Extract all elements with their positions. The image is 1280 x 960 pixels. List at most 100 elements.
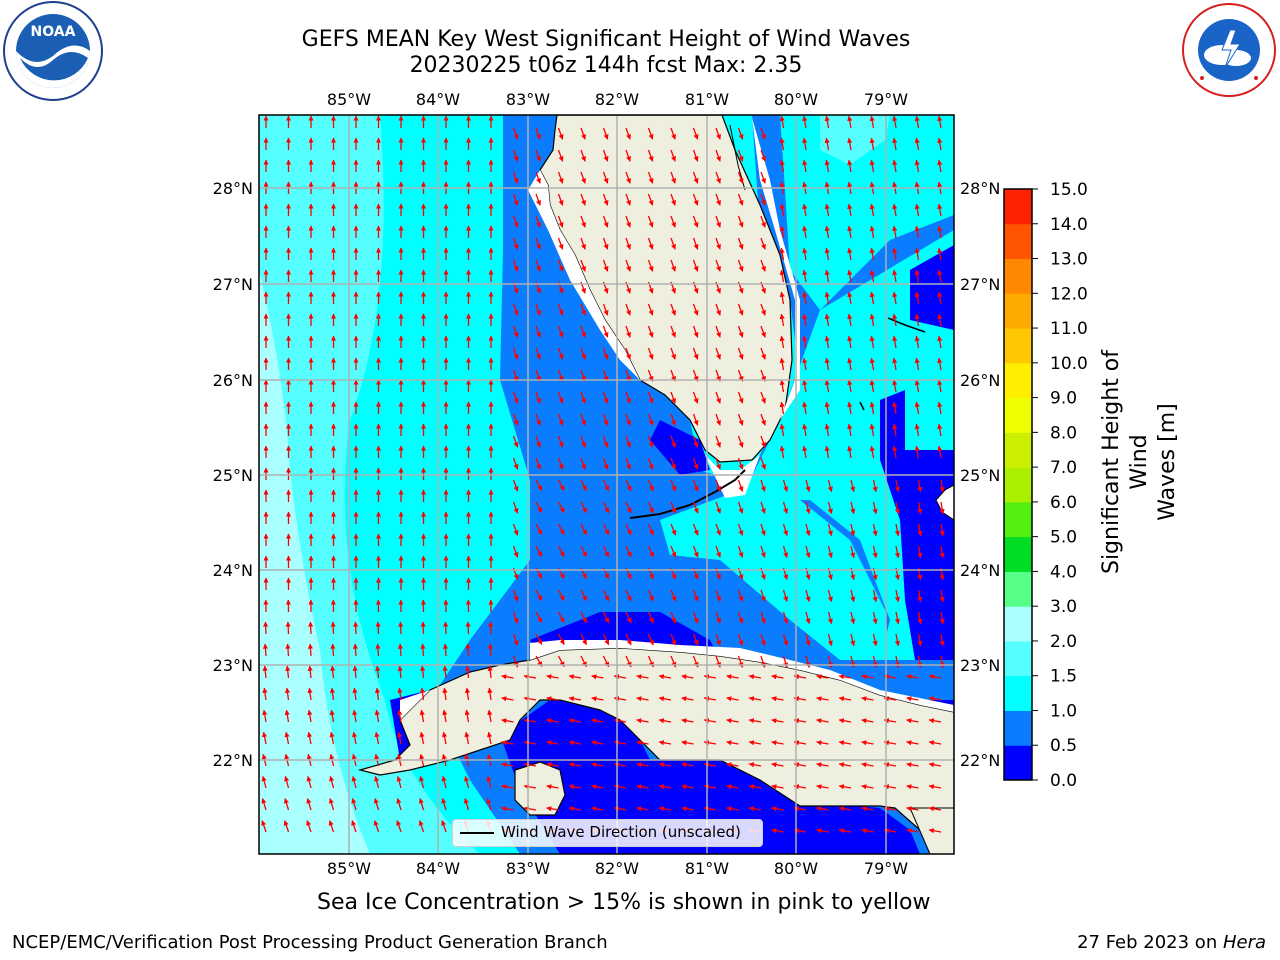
wave-direction-arrow [892,379,898,393]
wave-direction-arrow [824,137,830,151]
wave-direction-arrow [580,479,588,492]
wave-direction-arrow [670,633,677,646]
wave-direction-arrow [802,203,808,217]
wave-direction-arrow [308,621,314,635]
wave-direction-arrow [285,643,291,657]
wave-direction-arrow [760,545,766,558]
wave-direction-arrow [307,665,313,679]
wave-direction-arrow [441,775,447,789]
wave-direction-arrow [625,391,631,404]
wave-direction-arrow [939,611,945,625]
wave-direction-arrow [670,259,676,272]
colorbar-tick-label: 5.0 [1050,528,1077,548]
wave-direction-arrow [827,545,833,559]
wave-direction-arrow [420,665,426,679]
wave-direction-arrow [397,665,403,679]
wave-direction-arrow [591,718,604,724]
wave-direction-arrow [928,828,942,834]
wave-direction-arrow [535,347,541,360]
wave-direction-arrow [670,215,676,228]
wave-direction-arrow [703,696,717,702]
wave-direction-arrow [658,696,672,702]
colorbar-tick-label: 4.0 [1050,562,1077,582]
wave-direction-arrow [535,413,541,426]
wave-direction-arrow [512,259,519,272]
wave-direction-arrow [906,674,919,680]
wave-direction-arrow [568,674,582,680]
wave-direction-arrow [512,633,519,646]
wave-direction-arrow [726,762,739,768]
wave-direction-arrow [906,784,919,790]
wave-direction-arrow [658,740,672,746]
wave-direction-arrow [535,171,541,184]
wave-direction-arrow [869,379,875,393]
wave-direction-arrow [928,784,942,790]
wave-direction-arrow [625,193,631,206]
wave-direction-arrow [580,259,586,272]
wave-direction-arrow [636,718,649,724]
colorbar-segment [1004,328,1032,364]
wave-direction-arrow [928,806,942,812]
wave-direction-arrow [580,215,586,228]
wave-direction-arrow [715,611,721,624]
colorbar-tick-label: 1.5 [1050,667,1077,687]
colorbar-tick-label: 9.0 [1050,389,1077,409]
wave-direction-arrow [802,423,808,437]
lat-tick-label: 25°N [960,466,1000,485]
wave-direction-arrow [692,391,699,404]
wave-direction-arrow [861,806,874,812]
wave-direction-arrow [847,115,853,129]
wave-direction-arrow [872,633,878,647]
wave-field-0.0-0.5-south [500,700,920,854]
wave-direction-arrow [512,479,519,492]
wave-direction-arrow [692,215,699,228]
wave-direction-arrow [692,149,699,162]
lon-tick-label: 82°W [595,90,639,109]
wave-direction-arrow [591,674,604,680]
wave-direction-arrow [937,225,943,239]
wave-direction-arrow [760,391,766,404]
wave-direction-arrow [760,501,766,514]
wave-direction-arrow [937,379,943,393]
wave-direction-arrow [760,589,766,602]
wave-direction-arrow [692,501,699,514]
wave-direction-arrow [802,445,808,459]
wave-direction-arrow [914,225,920,239]
wave-direction-arrow [892,445,898,459]
wave-direction-arrow [647,259,654,272]
wave-direction-arrow [670,545,677,558]
wave-direction-arrow [805,545,811,559]
wave-direction-arrow [681,718,694,724]
wave-direction-arrow [681,762,694,768]
wave-direction-arrow [523,806,537,812]
wave-direction-arrow [850,479,856,493]
wave-direction-arrow [512,347,519,360]
wave-direction-arrow [512,413,519,426]
wave-direction-arrow [602,589,610,602]
wave-direction-arrow [523,762,537,768]
wave-direction-arrow [838,762,852,768]
wave-direction-arrow [771,784,784,790]
wave-direction-arrow [779,357,785,371]
wave-direction-arrow [535,303,541,316]
sea-ice-note: Sea Ice Concentration > 15% is shown in … [317,890,931,915]
wave-direction-arrow [465,621,471,635]
wave-direction-arrow [737,589,744,602]
wave-direction-arrow [847,159,853,173]
wave-direction-arrow [928,718,942,724]
wave-direction-arrow [647,127,654,140]
wave-direction-arrow [512,127,519,140]
wave-direction-arrow [636,784,649,790]
wave-direction-arrow [557,391,564,404]
wave-direction-arrow [937,445,943,459]
wave-direction-arrow [546,696,559,702]
wave-direction-arrow [827,501,833,515]
wave-direction-arrow [636,740,649,746]
lat-tick-label: 27°N [213,275,253,294]
wave-direction-arrow [760,435,766,448]
wave-direction-arrow [748,784,762,790]
wave-direction-arrow [847,203,853,217]
wave-direction-arrow [715,633,721,646]
wave-direction-arrow [602,149,609,162]
